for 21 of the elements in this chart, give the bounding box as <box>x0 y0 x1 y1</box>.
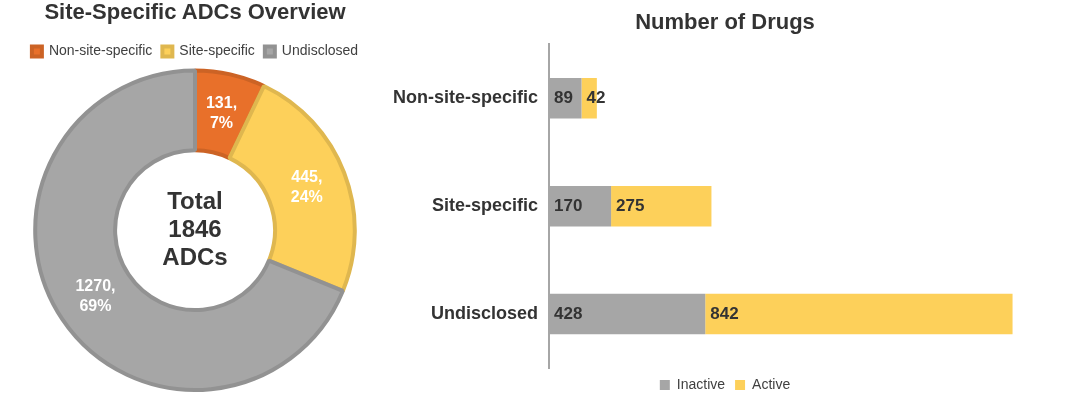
data-label: 170 <box>554 195 583 215</box>
legend-label: Inactive <box>676 375 726 392</box>
data-label: 89 <box>554 88 573 108</box>
data-label: 275 <box>616 195 645 215</box>
legend-label: Non-site-specific <box>48 42 153 59</box>
chart-title: Number of Drugs <box>635 9 815 35</box>
bar <box>705 293 1013 335</box>
data-label: 842 <box>710 303 739 323</box>
legend-label: Active <box>752 375 791 392</box>
data-label: 1270, 69% <box>75 277 116 315</box>
data-label: 445, 24% <box>290 167 323 205</box>
y-tick-label: Undisclosed <box>431 303 539 324</box>
text: Total 1846 ADCs <box>162 186 228 270</box>
data-label: 428 <box>554 303 583 323</box>
y-tick-label: Site-specific <box>431 195 539 216</box>
legend-label: Site-specific <box>179 42 255 59</box>
y-tick-label: Non-site-specific <box>393 87 539 108</box>
legend-label: Undisclosed <box>281 42 359 59</box>
bar <box>611 185 712 227</box>
chart-title: Site-Specific ADCs Overview <box>44 0 347 25</box>
data-label: 131, 7% <box>205 93 238 131</box>
